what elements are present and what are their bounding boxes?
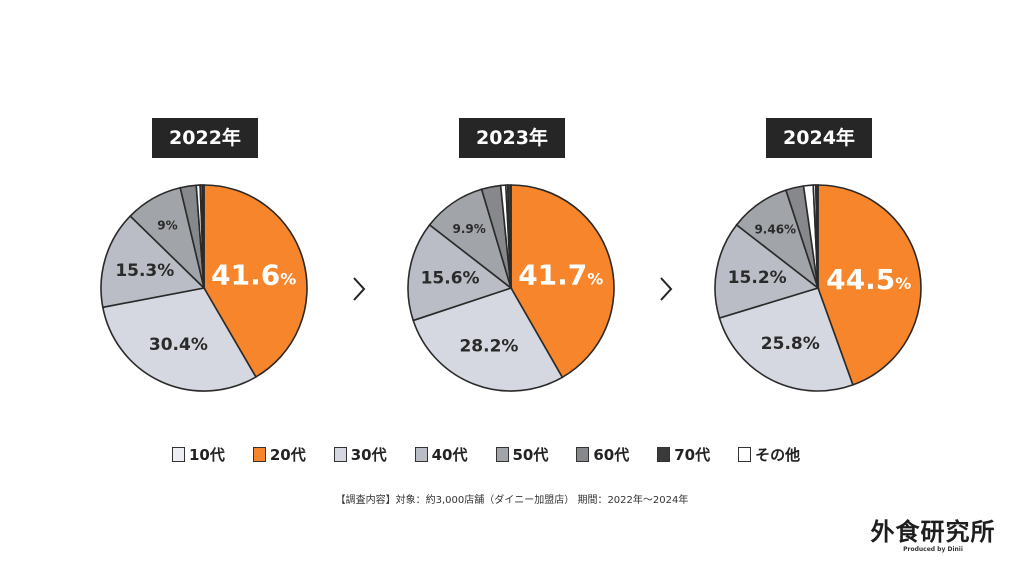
- legend-item: 30代: [333, 444, 387, 465]
- data-label-50代: 9%: [157, 218, 177, 232]
- pie-slice-70代: [814, 184, 819, 289]
- pie-slice-20代: [510, 184, 615, 379]
- pie-slice-70代: [506, 184, 512, 289]
- legend-item: その他: [738, 444, 800, 465]
- legend-item: 10代: [172, 444, 225, 465]
- year-title-2023: 2023年: [459, 118, 565, 158]
- data-label-30代: 30.4%: [149, 335, 208, 355]
- chevron-right-icon: [660, 277, 673, 301]
- legend-label: その他: [755, 446, 801, 464]
- legend-item: 60代: [576, 444, 629, 465]
- pie-slice-20代: [817, 184, 922, 386]
- legend: 10代 20代 30代 40代 50代 60代 70代 その他: [172, 444, 800, 465]
- legend-swatch: [333, 447, 347, 462]
- pie-slice-30代: [412, 287, 564, 392]
- pie-slice-30代: [718, 287, 854, 392]
- logo-title: 外食研究所: [870, 518, 996, 546]
- chevron-right-icon: [353, 277, 366, 301]
- year-title-2024: 2024年: [766, 118, 872, 158]
- pie-slice-40代: [714, 223, 820, 319]
- year-title-2022: 2022年: [152, 118, 258, 158]
- pie-2024: 44.5%25.8%15.2%9.46%: [714, 184, 922, 392]
- data-label-20代: 41.7%: [518, 259, 603, 292]
- pie-slice-20代: [203, 184, 308, 379]
- legend-swatch: [495, 447, 509, 462]
- pie-slice-40代: [407, 223, 513, 322]
- legend-label: 20代: [269, 446, 306, 464]
- legend-swatch: [576, 447, 590, 462]
- pie-slice-70代: [201, 184, 205, 289]
- legend-item: 20代: [252, 444, 306, 465]
- pie-slice-30代: [101, 287, 257, 392]
- legend-item: 70代: [657, 444, 710, 465]
- legend-swatch: [172, 447, 185, 462]
- data-label-50代: 9.9%: [452, 222, 485, 236]
- legend-item: 50代: [495, 444, 549, 465]
- legend-swatch: [414, 447, 428, 462]
- legend-label: 10代: [189, 446, 225, 464]
- legend-label: 60代: [593, 446, 630, 464]
- data-label-40代: 15.3%: [115, 261, 174, 281]
- pie-slice-40代: [100, 214, 206, 309]
- data-label-50代: 9.46%: [754, 222, 796, 236]
- data-label-40代: 15.2%: [728, 268, 787, 288]
- survey-note: 【調査内容】対象：約3,000店舗（ダイニー加盟店） 期間：2022年～2024…: [335, 495, 689, 506]
- logo: 外食研究所 Produced by Dinii: [866, 512, 1000, 553]
- logo-subtitle: Produced by Dinii: [903, 546, 963, 553]
- legend-label: 40代: [431, 446, 468, 464]
- data-label-40代: 15.6%: [421, 269, 480, 289]
- legend-swatch: [657, 447, 671, 462]
- legend-label: 50代: [512, 446, 549, 464]
- pie-2023: 41.7% 28.2% 15.6% 9.9%: [407, 184, 615, 392]
- legend-item: 40代: [414, 444, 468, 465]
- data-label-30代: 25.8%: [761, 334, 820, 354]
- legend-swatch: [252, 447, 266, 462]
- legend-label: 70代: [674, 446, 711, 464]
- legend-swatch: [738, 447, 752, 462]
- data-label-30代: 28.2%: [459, 337, 518, 357]
- legend-label: 30代: [350, 446, 387, 464]
- pie-2022: 41.6%30.4%15.3%9%: [100, 184, 308, 392]
